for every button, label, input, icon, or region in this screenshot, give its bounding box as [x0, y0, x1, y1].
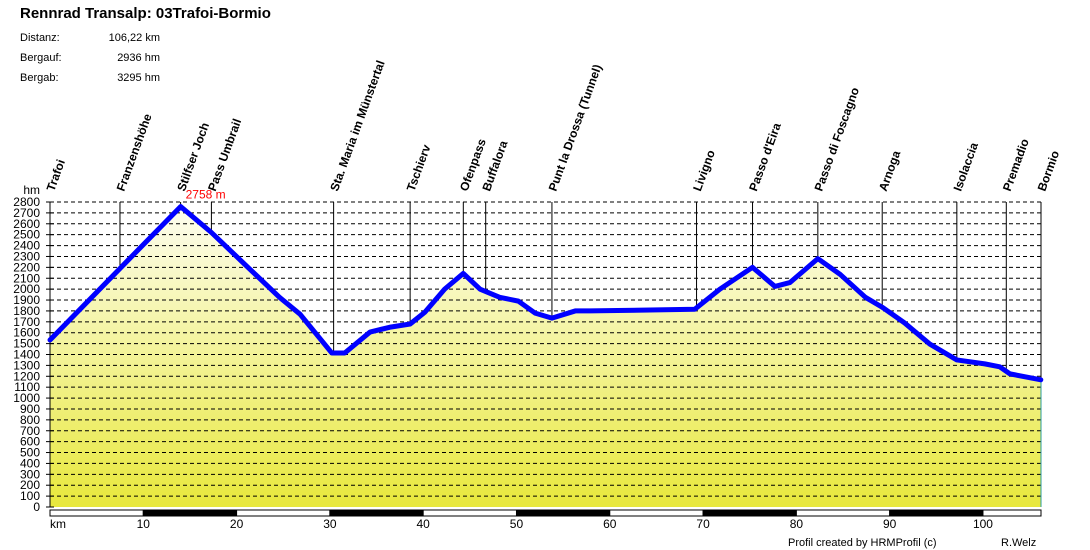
distance-label: Distanz: [20, 32, 60, 44]
y-tick-label: 200 [20, 478, 40, 492]
km-scale-segment [609, 509, 704, 517]
x-tick-label: 80 [790, 517, 804, 531]
km-scale-segment [422, 509, 517, 517]
y-tick-label: 1200 [13, 369, 40, 383]
x-tick-label: 70 [696, 517, 710, 531]
y-tick-label: 1000 [13, 391, 40, 405]
y-tick-label: 900 [20, 402, 40, 416]
waypoint-label: Passo d'Eira [746, 121, 784, 193]
x-tick-label: 100 [973, 517, 993, 531]
km-scale-segment [795, 509, 891, 517]
km-scale-segment [515, 509, 611, 517]
profile-line [47, 204, 1044, 383]
km-scale-segment [49, 509, 144, 517]
y-tick-label: 2400 [13, 239, 40, 253]
waypoint-label: Franzenshöhe [114, 111, 155, 193]
y-tick-label: 300 [20, 467, 40, 481]
km-scale-segment [236, 509, 331, 517]
waypoint-label: Passo di Foscagno [811, 85, 862, 193]
km-scale-segment [329, 509, 424, 517]
km-scale-segment [889, 509, 984, 517]
ascent-value: 2936 hm [117, 52, 160, 64]
y-tick-label: 2800 [13, 195, 40, 209]
waypoint-label: Bormio [1035, 149, 1063, 193]
waypoint-label: Arnoga [876, 148, 904, 193]
y-tick-label: 800 [20, 413, 40, 427]
credit-text: Profil created by HRMProfil (c) [788, 537, 937, 549]
y-tick-label: 2300 [13, 249, 40, 263]
y-tick-label: 700 [20, 424, 40, 438]
x-tick-label: 20 [230, 517, 244, 531]
y-tick-label: 1700 [13, 315, 40, 329]
y-tick-label: 2600 [13, 217, 40, 231]
y-tick-label: 1300 [13, 358, 40, 372]
descent-label: Bergab: [20, 72, 59, 84]
profile-area [50, 206, 1041, 507]
waypoint-label: Premadio [1000, 137, 1032, 193]
y-tick-label: 2200 [13, 260, 40, 274]
km-scale-segment [982, 509, 1042, 517]
y-tick-label: 2500 [13, 228, 40, 242]
max-elevation-label: 2758 m [186, 188, 226, 202]
x-tick-label: 90 [883, 517, 897, 531]
y-tick-label: 2700 [13, 206, 40, 220]
waypoint-label: Trafoi [44, 158, 68, 193]
waypoint-label: Tschierv [404, 142, 434, 193]
y-tick-label: 400 [20, 456, 40, 470]
y-tick-label: 1600 [13, 326, 40, 340]
ascent-label: Bergauf: [20, 52, 62, 64]
y-tick-label: 100 [20, 489, 40, 503]
descent-value: 3295 hm [117, 72, 160, 84]
y-tick-label: 600 [20, 435, 40, 449]
y-tick-label: 1900 [13, 293, 40, 307]
waypoint-label: Livigno [690, 148, 718, 193]
y-tick-label: 2100 [13, 271, 40, 285]
x-tick-label: 60 [603, 517, 617, 531]
waypoint-label: Isolaccia [951, 140, 982, 193]
y-tick-label: 2000 [13, 282, 40, 296]
y-axis-label: hm [23, 183, 40, 197]
y-tick-label: 1100 [14, 380, 40, 394]
chart-title: Rennrad Transalp: 03Trafoi-Bormio [20, 5, 271, 22]
x-tick-label: 40 [417, 517, 431, 531]
x-tick-label: 10 [137, 517, 151, 531]
x-tick-label: 50 [510, 517, 524, 531]
y-tick-label: 1400 [13, 348, 40, 362]
km-scale-segment [702, 509, 797, 517]
y-tick-label: 1500 [13, 337, 40, 351]
x-tick-label: 30 [323, 517, 337, 531]
y-tick-label: 0 [33, 500, 40, 514]
waypoint-label: Punt la Drossa (Tunnel) [546, 63, 605, 194]
y-tick-label: 500 [20, 446, 40, 460]
author-text: R.Welz [1001, 537, 1037, 549]
waypoint-label: Sta. Maria im Münstertal [327, 59, 387, 194]
km-scale-segment [142, 509, 238, 517]
x-axis-label: km [50, 517, 66, 531]
y-tick-label: 1800 [13, 304, 40, 318]
distance-value: 106,22 km [108, 32, 160, 44]
